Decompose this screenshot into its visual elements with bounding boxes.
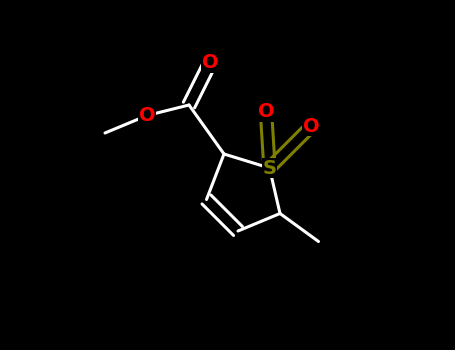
Text: O: O bbox=[258, 103, 274, 121]
Text: O: O bbox=[139, 106, 155, 125]
Text: O: O bbox=[202, 54, 218, 72]
Text: S: S bbox=[263, 159, 277, 177]
Text: O: O bbox=[303, 117, 320, 135]
